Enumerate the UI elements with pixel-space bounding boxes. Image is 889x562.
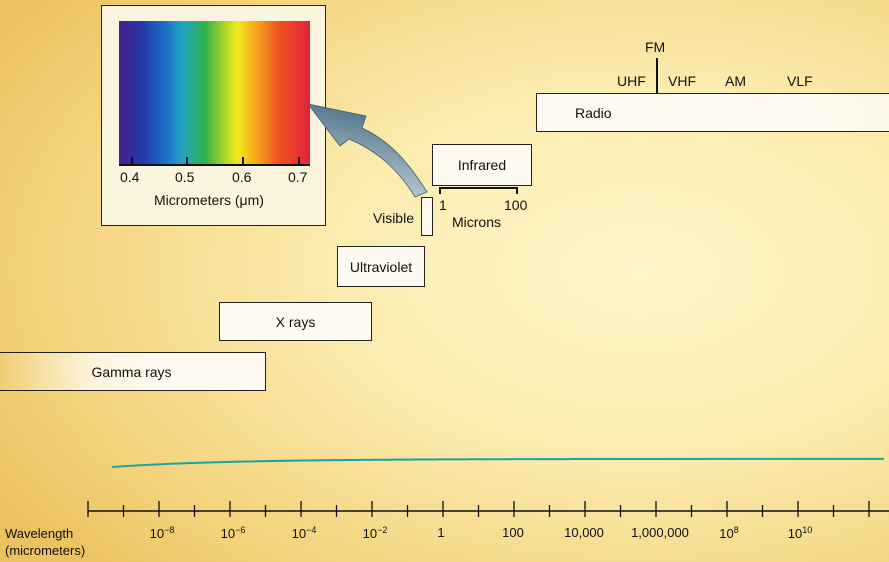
fm-label: FM — [645, 39, 666, 55]
inset-tick — [186, 157, 188, 164]
micron-scale-line — [439, 187, 518, 189]
inset-axis-label: Micrometers (μm) — [154, 192, 264, 208]
wavelength-wave — [111, 457, 884, 468]
axis-tick-label: 10−8 — [149, 525, 175, 541]
axis-tick-label: 10−6 — [220, 525, 246, 541]
ultraviolet-label: Ultraviolet — [349, 258, 413, 275]
inset-tick-label: 0.5 — [175, 169, 195, 185]
axis-tick-label: 100 — [502, 525, 524, 540]
inset-tick-label: 0.7 — [288, 169, 308, 185]
visible-color-spectrum — [119, 21, 310, 164]
x-rays-band: X rays — [219, 302, 372, 341]
micron-tick — [439, 187, 441, 194]
axis-tick-label: 10−2 — [362, 525, 388, 541]
visible-band — [421, 197, 433, 236]
visible-label: Visible — [373, 210, 414, 226]
axis-title: Wavelength (micrometers) — [5, 525, 85, 559]
micron-label-100: 100 — [504, 197, 528, 213]
ultraviolet-band: Ultraviolet — [337, 246, 425, 287]
radio-label: Radio — [575, 104, 612, 121]
inset-tick — [242, 157, 244, 164]
micron-tick — [516, 187, 518, 194]
uhf-label: UHF — [617, 73, 646, 89]
axis-title-line2: (micrometers) — [5, 543, 86, 558]
arrow-shape — [307, 103, 428, 198]
axis-tick-label: 10−4 — [291, 525, 317, 541]
axis-tick-label: 108 — [719, 525, 739, 541]
vhf-label: VHF — [668, 73, 696, 89]
axis-tick-label: 1 — [437, 525, 445, 540]
gamma-rays-label: Gamma rays — [91, 363, 172, 380]
axis-tick-label: 10,000 — [564, 525, 604, 540]
vlf-label: VLF — [787, 73, 813, 89]
inset-axis-line — [119, 164, 310, 166]
visible-spectrum-inset: 0.4 0.5 0.6 0.7 Micrometers (μm) — [101, 5, 326, 226]
infrared-label: Infrared — [457, 157, 507, 173]
inset-tick-label: 0.4 — [120, 169, 140, 185]
gamma-rays-band: Gamma rays — [0, 352, 266, 391]
x-rays-label: X rays — [275, 313, 316, 330]
micron-label-1: 1 — [439, 197, 447, 213]
am-label: AM — [725, 73, 746, 89]
infrared-band: Infrared — [432, 144, 532, 186]
inset-tick — [131, 157, 133, 164]
fm-marker-line — [656, 58, 658, 93]
inset-tick-label: 0.6 — [232, 169, 252, 185]
inset-tick — [298, 157, 300, 164]
axis-tick-label: 1,000,000 — [631, 525, 689, 540]
radio-band: Radio — [536, 93, 889, 132]
microns-unit-label: Microns — [452, 214, 502, 230]
axis-tick-label: 1010 — [787, 525, 813, 541]
axis-title-line1: Wavelength — [5, 526, 74, 541]
axis-ticks — [87, 501, 870, 517]
